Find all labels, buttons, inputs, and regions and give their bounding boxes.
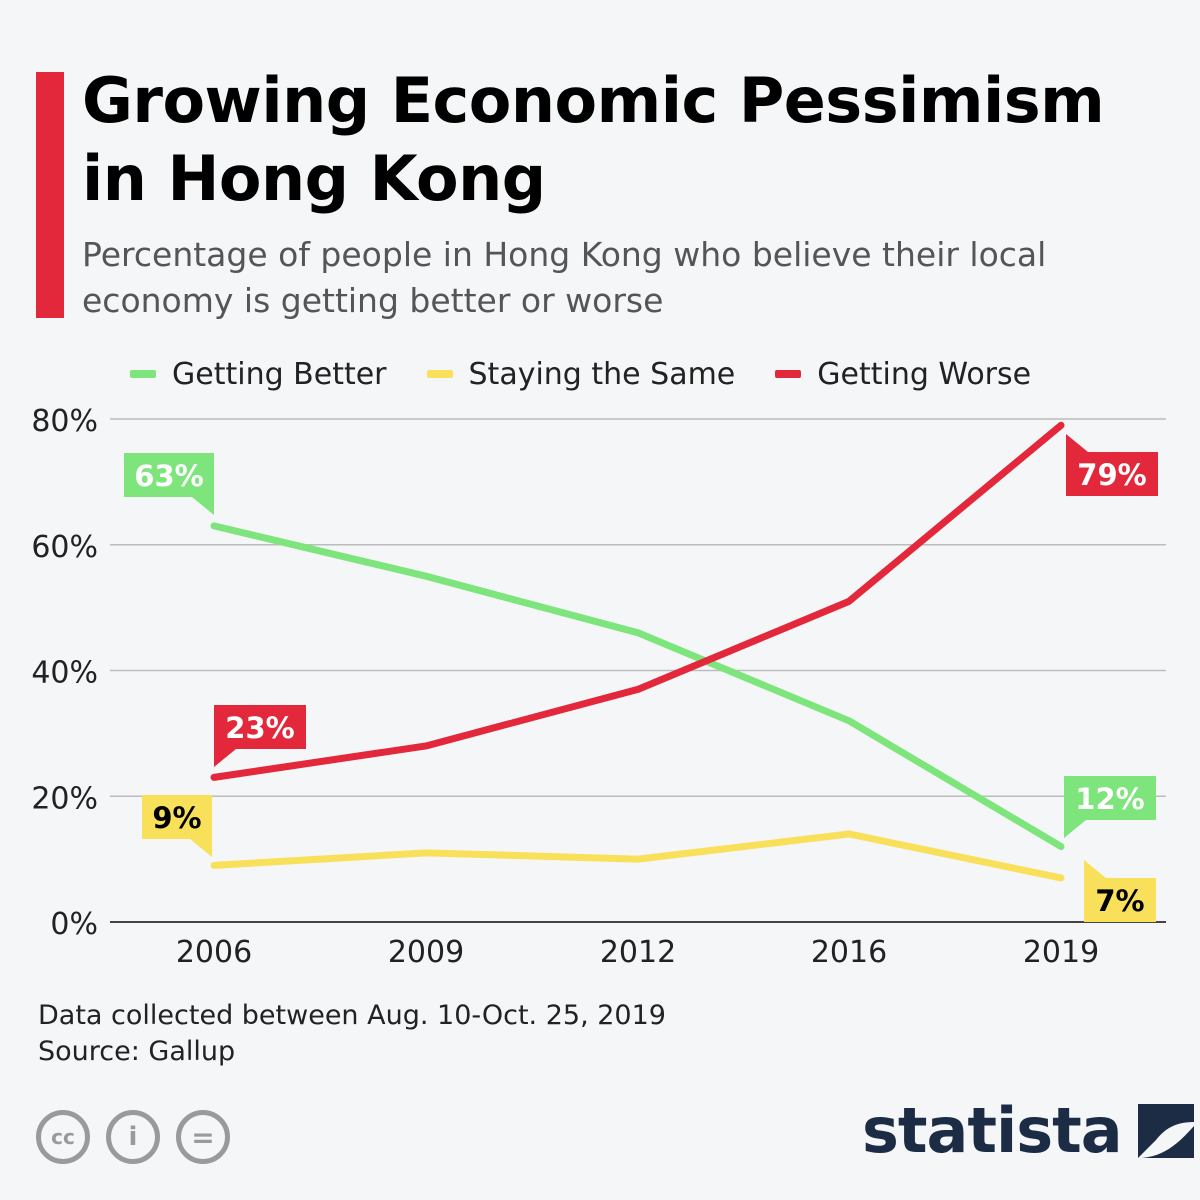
statista-logo[interactable]: statista	[862, 1094, 1198, 1167]
callout-tail	[190, 839, 212, 857]
brand-name: statista	[862, 1094, 1123, 1167]
callout-tail	[1064, 820, 1086, 838]
callout-box	[124, 453, 214, 497]
series-line-getting-better	[210, 522, 1065, 851]
cc-icon[interactable]: cc	[36, 1110, 90, 1164]
legend-swatch-red	[775, 370, 802, 378]
data-label-callout: 79%	[1066, 434, 1158, 496]
footnote: Data collected between Aug. 10-Oct. 25, …	[38, 998, 666, 1070]
line-chart: 0% 20% 40% 60% 80% 2006 2009 2012 2016 2019 63% 12%…	[31, 404, 1166, 970]
data-label: 9%	[152, 801, 201, 835]
statista-mark-icon	[1137, 1103, 1194, 1158]
data-label: 23%	[225, 711, 294, 745]
data-label-callout: 12%	[1064, 776, 1156, 838]
data-label-callout: 7%	[1084, 860, 1156, 922]
callout-box	[214, 705, 306, 749]
data-label: 12%	[1075, 782, 1144, 816]
callout-tail	[192, 497, 214, 515]
callout-tail	[1084, 860, 1106, 878]
callout-tail	[1066, 434, 1088, 452]
chart-subtitle: Percentage of people in Hong Kong who be…	[82, 235, 1047, 320]
y-tick-label: 40%	[31, 656, 98, 691]
x-tick-label: 2019	[1023, 935, 1099, 970]
series-line-staying-the-same	[210, 830, 1065, 882]
legend-label: Staying the Same	[468, 356, 736, 392]
data-label-callout: 23%	[214, 705, 306, 767]
y-tick-label: 20%	[31, 781, 98, 816]
x-tick-label: 2009	[388, 935, 464, 970]
data-label: 63%	[134, 459, 203, 493]
legend-item-getting-better: Getting Better	[130, 357, 387, 392]
callout-box	[1084, 878, 1156, 922]
legend-swatch-yellow	[426, 370, 453, 378]
data-label: 79%	[1077, 458, 1146, 492]
x-tick-label: 2012	[600, 935, 676, 970]
license-icons: cc i =	[36, 1110, 246, 1164]
legend-item-getting-worse: Getting Worse	[775, 357, 1031, 392]
chart-title: Growing Economic Pessimism in Hong Kong	[82, 64, 1105, 215]
y-tick-label: 60%	[31, 530, 98, 565]
callout-box	[142, 795, 212, 839]
no-derivatives-icon[interactable]: =	[176, 1110, 230, 1164]
legend-label: Getting Worse	[817, 356, 1032, 392]
x-tick-label: 2006	[176, 935, 252, 970]
accent-bar	[36, 72, 64, 318]
callout-box	[1064, 776, 1156, 820]
source-note: Source: Gallup	[38, 1036, 236, 1067]
data-label: 7%	[1095, 884, 1144, 918]
legend-swatch-green	[130, 370, 156, 378]
series-line-getting-worse	[210, 421, 1065, 781]
y-tick-label: 80%	[31, 404, 98, 439]
data-label-callout: 63%	[124, 453, 214, 515]
attribution-icon[interactable]: i	[106, 1110, 160, 1164]
data-label-callout: 9%	[142, 795, 212, 857]
data-collection-note: Data collected between Aug. 10-Oct. 25, …	[38, 1000, 666, 1031]
x-tick-label: 2016	[811, 935, 887, 970]
legend: Getting Better Staying the Same Getting …	[130, 354, 1071, 394]
legend-label: Getting Better	[172, 356, 387, 392]
y-tick-label: 0%	[50, 907, 98, 942]
legend-item-staying-same: Staying the Same	[426, 356, 736, 392]
callout-box	[1066, 452, 1158, 496]
callout-tail	[214, 749, 236, 767]
